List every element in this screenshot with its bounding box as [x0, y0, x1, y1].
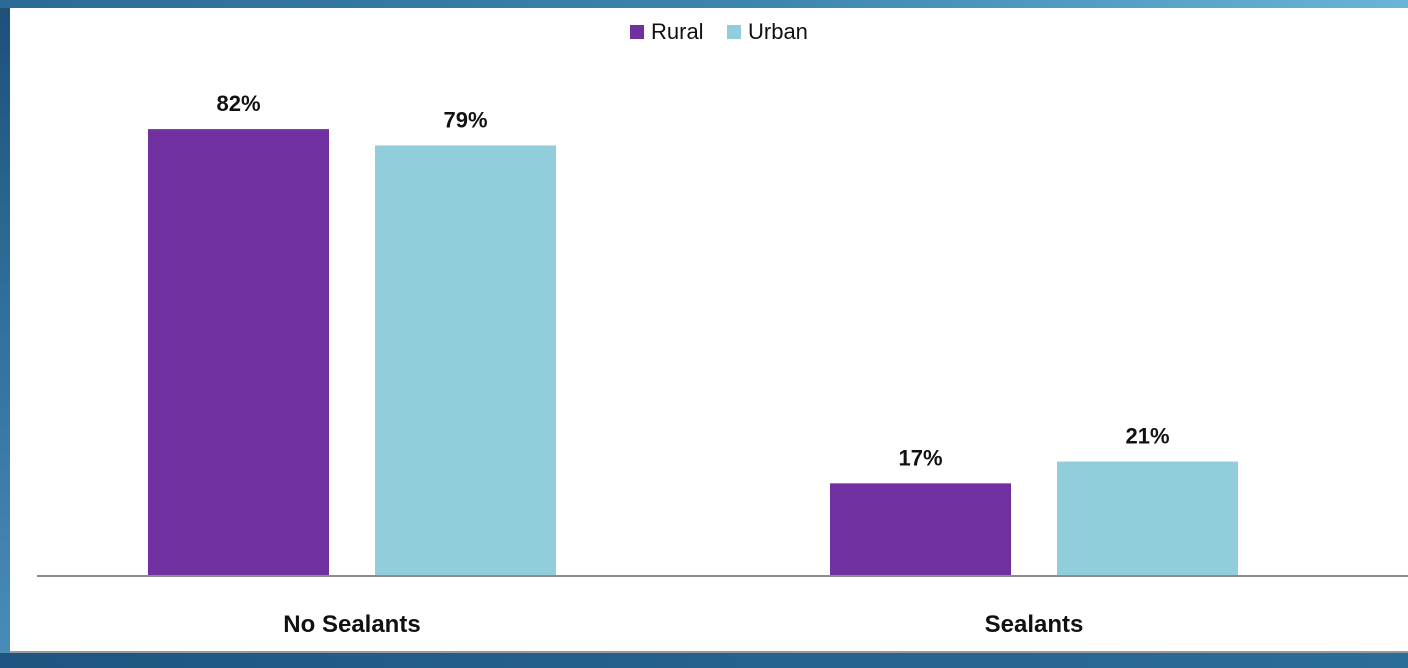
- frame-top-border: [0, 0, 1408, 8]
- frame-bottom-border: [0, 653, 1408, 668]
- data-label-urban-sealants: 21%: [1125, 424, 1169, 449]
- data-label-rural-no-sealants: 82%: [216, 91, 260, 116]
- legend-label-urban: Urban: [748, 19, 808, 44]
- legend: Rural Urban: [630, 19, 808, 44]
- data-label-urban-no-sealants: 79%: [443, 107, 487, 132]
- bar-rural-sealants: [830, 483, 1011, 576]
- bar-urban-sealants: [1057, 461, 1238, 576]
- chart-panel: Rural Urban 82% 79% 17% 21% No Sealants Seal…: [10, 8, 1408, 653]
- category-labels: No Sealants Sealants: [283, 611, 1083, 638]
- bars: [148, 129, 1238, 576]
- bar-rural-no-sealants: [148, 129, 329, 576]
- legend-swatch-rural: [630, 25, 644, 39]
- bar-chart: Rural Urban 82% 79% 17% 21% No Sealants Seal…: [10, 19, 1408, 653]
- data-label-rural-sealants: 17%: [898, 445, 942, 470]
- data-labels: 82% 79% 17% 21%: [216, 91, 1169, 470]
- bar-urban-no-sealants: [375, 145, 556, 576]
- legend-swatch-urban: [727, 25, 741, 39]
- legend-label-rural: Rural: [651, 19, 704, 44]
- category-label-no-sealants: No Sealants: [283, 611, 420, 638]
- category-label-sealants: Sealants: [985, 611, 1084, 638]
